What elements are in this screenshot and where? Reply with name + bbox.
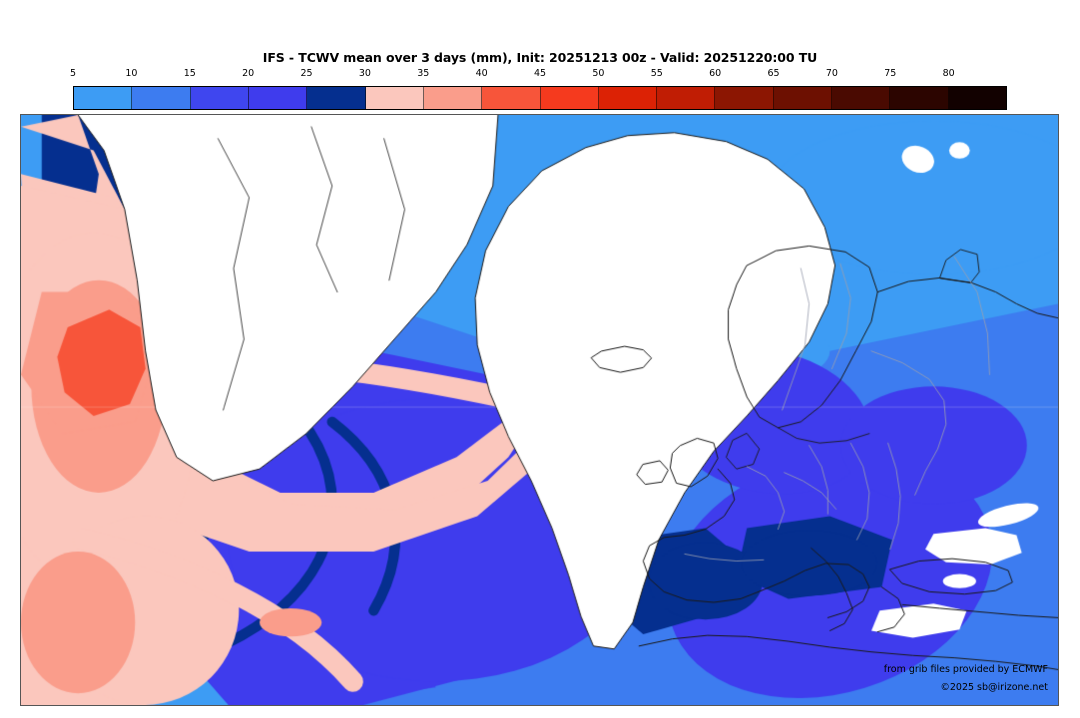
colorbar-segment <box>832 87 891 109</box>
colorbar-segment <box>74 87 133 109</box>
colorbar-tick-label: 15 <box>183 68 196 79</box>
colorbar-tick-label: 40 <box>475 68 488 79</box>
colorbar-segment <box>657 87 716 109</box>
colorbar-segment <box>482 87 541 109</box>
tcwv-contour-map[interactable] <box>21 115 1058 705</box>
colorbar-tick-label: 75 <box>884 68 897 79</box>
colorbar-segment <box>132 87 191 109</box>
colorbar-segment <box>948 87 1006 109</box>
colorbar-segment <box>365 87 424 109</box>
colorbar-tick-label: 50 <box>592 68 605 79</box>
colorbar-tick-label: 80 <box>942 68 955 79</box>
colorbar-tick-label: 70 <box>825 68 838 79</box>
colorbar-tick-label: 5 <box>69 68 77 79</box>
colorbar-tick-label: 55 <box>650 68 663 79</box>
credit-copyright: ©2025 sb@irizone.net <box>940 682 1048 693</box>
colorbar-segment <box>715 87 774 109</box>
colorbar-tick-label: 60 <box>709 68 722 79</box>
colorbar-tick-label: 65 <box>767 68 780 79</box>
colorbar-tick-labels: 5 10 15 20 25 30 35 40 45 50 55 60 65 70 75 80 <box>69 68 1007 83</box>
colorbar-tick-label: 25 <box>300 68 313 79</box>
colorbar-segment <box>540 87 599 109</box>
colorbar-segment <box>190 87 249 109</box>
colorbar-tick-label: 30 <box>358 68 371 79</box>
page-title: IFS - TCWV mean over 3 days (mm), Init: … <box>262 50 818 65</box>
colorbar-tick-label: 10 <box>125 68 138 79</box>
map-panel[interactable]: from grib files provided by ECMWF ©2025 … <box>20 114 1059 706</box>
colorbar-segment <box>307 87 366 109</box>
colorbar-segment <box>423 87 483 109</box>
colorbar-segment <box>773 87 833 109</box>
colorbar-segment <box>598 87 658 109</box>
colorbar-segment <box>890 87 949 109</box>
colorbar-segment <box>248 87 308 109</box>
colorbar-gradient <box>73 86 1007 110</box>
colorbar-tick-label: 20 <box>242 68 255 79</box>
colorbar: 5 10 15 20 25 30 35 40 45 50 55 60 65 70 75 80 <box>69 68 1007 110</box>
credit-source: from grib files provided by ECMWF <box>883 664 1048 675</box>
colorbar-tick-label: 45 <box>533 68 547 79</box>
colorbar-tick-label: 35 <box>417 68 430 79</box>
